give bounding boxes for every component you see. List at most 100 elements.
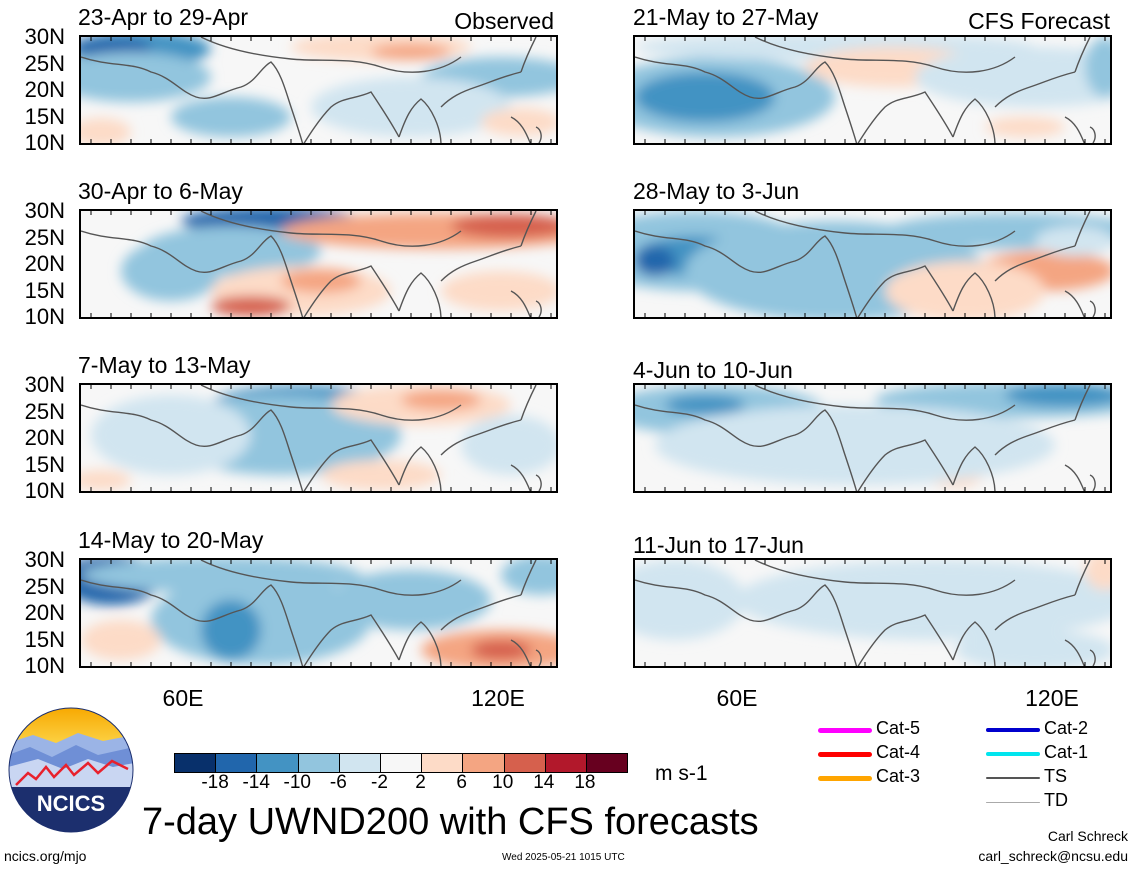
contour-map (81, 385, 556, 491)
map-panel (79, 558, 558, 668)
wind-anomaly-region (985, 117, 1065, 137)
wind-anomaly-region (201, 600, 261, 660)
map-panel (79, 209, 558, 319)
logo-text: NCICS (37, 791, 105, 816)
panel-title: 23-Apr to 29-Apr (78, 4, 249, 30)
wind-anomaly-region (471, 640, 531, 660)
colorbar-swatch (504, 754, 546, 772)
lat-label: 25N (24, 398, 65, 424)
panel-title: 14-May to 20-May (78, 527, 264, 553)
colorbar-swatch (586, 754, 628, 772)
legend-label: Cat-4 (876, 742, 921, 762)
colorbar-tick-label: -2 (371, 772, 388, 793)
wind-anomaly-region (81, 37, 151, 57)
wind-anomaly-region (171, 97, 291, 137)
legend-swatch (986, 801, 1040, 803)
panel-title: 21-May to 27-May (633, 4, 819, 30)
forecast-label: CFS Forecast (968, 8, 1110, 34)
colorbar-tick-label: -14 (242, 772, 270, 793)
lon-label-60e: 60E (162, 685, 204, 711)
legend-label: Cat-2 (1044, 718, 1089, 738)
wind-anomaly-region (1005, 385, 1110, 407)
units-label: m s-1 (655, 762, 708, 785)
colorbar-swatch (298, 754, 340, 772)
map-panel (633, 209, 1112, 319)
timestamp-text: Wed 2025-05-21 1015 UTC (502, 852, 625, 863)
lon-label-120e: 120E (471, 685, 525, 711)
wind-anomaly-region (81, 118, 131, 143)
wind-anomaly-region (635, 560, 745, 640)
legend-swatch (986, 752, 1040, 756)
map-panel (633, 383, 1112, 493)
legend-label: TD (1044, 790, 1068, 810)
wind-anomaly-region (665, 395, 745, 415)
colorbar-swatch (545, 754, 587, 772)
wind-anomaly-region (441, 271, 556, 311)
panel-title: 28-May to 3-Jun (633, 178, 800, 204)
legend-label: Cat-1 (1044, 742, 1089, 762)
lat-label: 10N (24, 130, 65, 155)
contour-map (635, 211, 1110, 317)
colorbar (174, 753, 628, 773)
colorbar-tick-label: -10 (283, 772, 311, 793)
wind-anomaly-region (885, 261, 1045, 317)
colorbar-swatch (216, 754, 258, 772)
map-panel (79, 35, 558, 145)
wind-anomaly-region (121, 241, 221, 301)
lon-label-60e: 60E (716, 685, 758, 711)
wind-anomaly-region (461, 415, 556, 475)
lat-label: 20N (24, 251, 65, 276)
legend-swatch (986, 777, 1040, 779)
colorbar-tick-label: 2 (415, 772, 426, 793)
lat-label: 15N (24, 451, 65, 477)
wind-anomaly-region (1035, 226, 1110, 256)
colorbar-swatch (380, 754, 423, 772)
legend-label: Cat-3 (876, 766, 921, 786)
figure-title: 7-day UWND200 with CFS forecasts (142, 801, 759, 843)
map-panel (79, 383, 558, 493)
wind-anomaly-region (915, 47, 1110, 107)
ncics-logo: NCICS (8, 707, 134, 833)
legend-swatch (818, 727, 872, 733)
colorbar-swatch (463, 754, 505, 772)
wind-anomaly-region (401, 390, 481, 410)
wind-anomaly-region (371, 44, 451, 60)
contour-map (635, 560, 1110, 666)
contour-map (81, 37, 556, 143)
lat-label: 20N (24, 77, 65, 102)
wind-anomaly-region (81, 620, 161, 660)
colorbar-tick-label: 18 (574, 772, 596, 793)
lat-label: 10N (24, 478, 65, 503)
panel-title: 11-Jun to 17-Jun (633, 532, 804, 558)
lat-label: 25N (24, 573, 65, 599)
colorbar-tick-label: -6 (329, 772, 347, 793)
wind-anomaly-region (321, 460, 441, 490)
wind-anomaly-region (211, 296, 291, 316)
colorbar-tick-label: 6 (456, 772, 467, 793)
wind-anomaly-region (81, 470, 131, 490)
colorbar-swatch (339, 754, 381, 772)
contour-map (81, 211, 556, 317)
lat-label: 25N (24, 224, 65, 250)
wind-anomaly-region (91, 395, 251, 475)
legend-swatch (818, 751, 872, 757)
author-text: Carl Schreck (1047, 828, 1128, 844)
colorbar-tick-label: -18 (201, 772, 229, 793)
colorbar-swatch (257, 754, 299, 772)
lat-label: 10N (24, 304, 65, 329)
lat-label: 30N (24, 547, 65, 572)
lat-label: 20N (24, 600, 65, 625)
panel-title: 30-Apr to 6-May (78, 178, 243, 204)
lat-label: 15N (24, 103, 65, 129)
observed-label: Observed (454, 8, 554, 34)
legend-label: TS (1044, 766, 1068, 786)
contour-map (635, 385, 1110, 491)
contour-map (81, 560, 556, 666)
colorbar-tick-label: 10 (492, 772, 514, 793)
wind-anomaly-region (655, 405, 1055, 485)
contour-map (635, 37, 1110, 143)
wind-anomaly-region (635, 72, 775, 122)
legend-swatch (986, 728, 1040, 732)
lat-label: 30N (24, 24, 65, 49)
